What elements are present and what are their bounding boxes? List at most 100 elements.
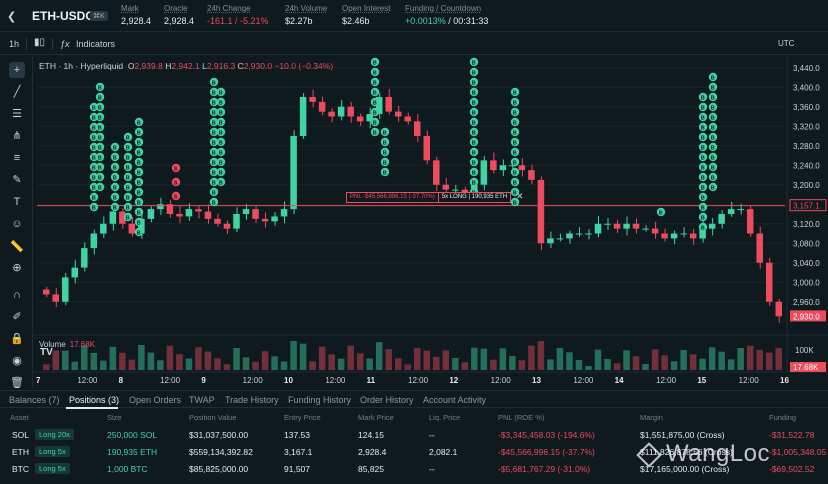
buy-marker-icon bbox=[370, 77, 380, 87]
buy-marker-label: B bbox=[472, 111, 476, 117]
volume-bar bbox=[746, 345, 754, 370]
tab-account-activity[interactable]: Account Activity bbox=[423, 395, 487, 405]
volume-bar bbox=[157, 360, 164, 370]
buy-marker-label: B bbox=[113, 146, 117, 152]
buy-marker-label: B bbox=[98, 156, 102, 162]
buy-marker-icon bbox=[89, 152, 99, 162]
value-cell: $31,037,500.00 bbox=[189, 430, 249, 440]
col-asset[interactable]: Asset bbox=[10, 413, 29, 422]
buy-marker-label: B bbox=[711, 176, 715, 182]
volume-bar bbox=[404, 364, 411, 370]
volume-bar bbox=[632, 356, 640, 370]
col-mark-price[interactable]: Mark Price bbox=[358, 413, 394, 422]
candle-type-icon[interactable]: ▮▯ bbox=[34, 37, 46, 48]
trend-line-icon[interactable]: ╱ bbox=[13, 86, 21, 98]
buy-marker-icon bbox=[708, 132, 718, 142]
col-position-value[interactable]: Position Value bbox=[189, 413, 237, 422]
zoom-icon[interactable]: ⊕ bbox=[12, 262, 22, 274]
col-size[interactable]: Size bbox=[107, 413, 122, 422]
lock-icon[interactable]: 🔒 bbox=[10, 333, 24, 345]
col-entry-price[interactable]: Entry Price bbox=[284, 413, 321, 422]
crosshair-icon[interactable]: + bbox=[9, 62, 25, 78]
buy-marker-icon bbox=[95, 162, 105, 172]
pnl-cell: -$3,345,458.03 (-194.6%) bbox=[498, 430, 595, 440]
col-funding[interactable]: Funding bbox=[769, 413, 797, 422]
brush-icon[interactable]: ✎ bbox=[12, 174, 22, 186]
buy-marker-icon bbox=[95, 102, 105, 112]
fib-icon[interactable]: ≡ bbox=[13, 152, 21, 164]
candle-body bbox=[575, 233, 583, 235]
volume-bar bbox=[43, 364, 50, 370]
margin-cell: $17,165,000.00 (Cross) bbox=[640, 464, 730, 474]
col-margin[interactable]: Margin bbox=[640, 413, 663, 422]
tab-funding-history[interactable]: Funding History bbox=[288, 395, 352, 405]
table-row[interactable]: SOL Long 20x 250,000 SOL $31,037,500.00 … bbox=[0, 426, 828, 443]
buy-marker-label: B bbox=[513, 121, 517, 127]
tab-open-orders[interactable]: Open Orders bbox=[129, 395, 182, 405]
candle-body bbox=[594, 223, 602, 234]
text-icon[interactable]: T bbox=[13, 196, 21, 208]
tab-positions[interactable]: Positions (3) bbox=[69, 395, 120, 405]
buy-marker-icon bbox=[380, 127, 390, 137]
liq-cell: -- bbox=[429, 464, 435, 474]
tradingview-logo-icon[interactable]: TV bbox=[40, 347, 53, 358]
candle-body bbox=[756, 233, 763, 263]
position-line-tag[interactable]: PNL -$45,566,996.15 (-37.70%) 5x LONG | … bbox=[346, 192, 512, 203]
magnet-icon[interactable]: ∩ bbox=[13, 289, 21, 301]
volume-bar bbox=[547, 359, 554, 370]
buy-marker-label: B bbox=[373, 131, 377, 137]
tab-twap[interactable]: TWAP bbox=[189, 395, 215, 405]
tab-order-history[interactable]: Order History bbox=[360, 395, 414, 405]
buy-marker-label: B bbox=[701, 186, 705, 192]
indicators-button[interactable]: Indicators bbox=[76, 39, 116, 49]
time-tick-label: 12:00 bbox=[739, 376, 760, 385]
tab-trade-history[interactable]: Trade History bbox=[225, 395, 279, 405]
buy-marker-icon bbox=[95, 92, 105, 102]
pair-selector[interactable]: ETH-USDC bbox=[32, 9, 94, 23]
buy-marker-label: B bbox=[137, 221, 141, 227]
entry-cell: 91,507 bbox=[284, 464, 310, 474]
buy-marker-icon bbox=[469, 107, 479, 117]
buy-marker-icon bbox=[134, 227, 144, 237]
mark-cell: 2,928.4 bbox=[358, 447, 387, 457]
ruler-icon[interactable]: 📏 bbox=[10, 241, 24, 253]
interval-selector[interactable]: 1h bbox=[9, 39, 20, 49]
emoji-icon[interactable]: ☺ bbox=[11, 218, 23, 230]
volume-bar bbox=[461, 362, 469, 370]
buy-marker-icon bbox=[110, 172, 120, 182]
buy-marker-label: B bbox=[513, 191, 517, 197]
buy-marker-icon bbox=[370, 97, 380, 107]
buy-marker-label: B bbox=[219, 131, 223, 137]
trash-icon[interactable]: 🗑 bbox=[10, 377, 24, 389]
function-icon[interactable]: ƒx bbox=[60, 39, 70, 49]
pencil-lock-icon[interactable]: ✐ bbox=[12, 311, 22, 323]
pitchfork-icon[interactable]: ⋔ bbox=[12, 130, 22, 142]
buy-marker-label: B bbox=[701, 176, 705, 182]
tab-balances[interactable]: Balances (7) bbox=[9, 395, 60, 405]
pnl-label: PNL -$45,566,996.15 (-37.70%) bbox=[347, 193, 439, 202]
price-chart[interactable]: 3,440.0 3,400.0 3,360.0 3,320.0 3,280.0 3,240… bbox=[33, 56, 828, 387]
buy-marker-icon bbox=[134, 177, 144, 187]
candle-body bbox=[100, 223, 107, 234]
col-liq-price[interactable]: Liq. Price bbox=[429, 413, 461, 422]
table-row[interactable]: BTC Long 5x 1,000 BTC $85,825,000.00 91,… bbox=[0, 460, 828, 477]
buy-marker-icon bbox=[89, 182, 99, 192]
chart-canvas[interactable]: 3,440.0 3,400.0 3,360.0 3,320.0 3,280.0 3,240… bbox=[33, 56, 828, 387]
timezone-label[interactable]: UTC bbox=[778, 39, 795, 48]
buy-marker-icon bbox=[469, 97, 479, 107]
volume-value: 17.68K bbox=[69, 340, 96, 349]
open-label: O bbox=[127, 61, 135, 71]
chevron-left-icon[interactable]: ❮ bbox=[7, 11, 17, 23]
stat-value: $2.27b bbox=[285, 16, 313, 26]
price-tick-label: 3,440.0 bbox=[793, 64, 820, 73]
buy-marker-label: B bbox=[137, 231, 141, 237]
volume-bar bbox=[214, 358, 221, 370]
eye-icon[interactable]: ◉ bbox=[12, 355, 22, 367]
col-pnl[interactable]: PNL (ROE %) bbox=[498, 413, 545, 422]
horizontal-lines-icon[interactable]: ☰ bbox=[12, 108, 22, 120]
close-icon[interactable]: ✕ bbox=[516, 191, 524, 201]
table-row[interactable]: ETH Long 5x 190,935 ETH $559,134,392.82 … bbox=[0, 443, 828, 460]
volume-bar bbox=[585, 366, 592, 370]
buy-marker-label: B bbox=[212, 101, 216, 107]
buy-marker-label: B bbox=[137, 131, 141, 137]
